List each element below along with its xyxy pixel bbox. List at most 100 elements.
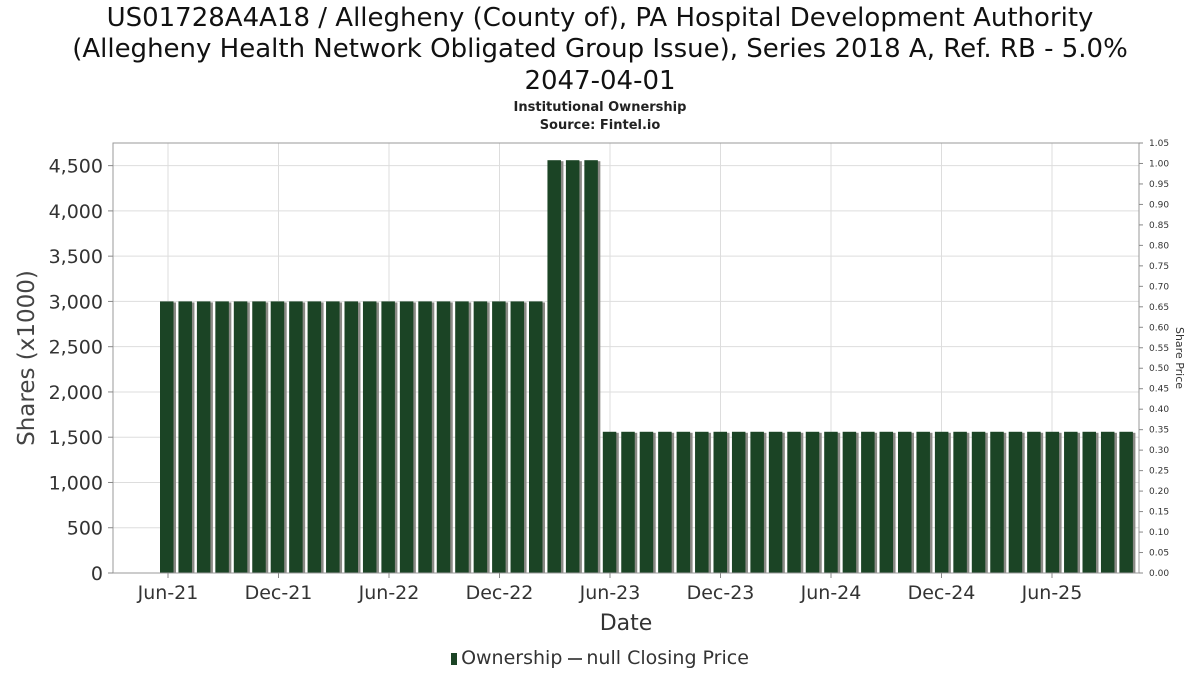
ownership-bar xyxy=(658,431,672,573)
chart-subtitle: Institutional Ownership xyxy=(513,100,687,115)
ownership-bar xyxy=(1100,431,1115,573)
chart-title-line-1: US01728A4A18 / Allegheny (County of), PA… xyxy=(106,3,1094,33)
ownership-bar xyxy=(953,431,967,573)
ownership-bar xyxy=(787,431,801,573)
ownership-bar xyxy=(1119,431,1133,573)
y2-tick-label: 0.30 xyxy=(1149,446,1169,456)
ownership-bar xyxy=(399,301,414,573)
ownership-bar xyxy=(934,431,949,573)
ownership-bar xyxy=(916,431,930,573)
y2-tick-label: 0.50 xyxy=(1149,364,1169,374)
y2-tick-label: 0.25 xyxy=(1149,467,1169,477)
ownership-bar xyxy=(436,301,451,573)
ownership-bar xyxy=(713,431,727,573)
y2-tick-label: 0.20 xyxy=(1149,487,1169,497)
y2-tick-label: 0.85 xyxy=(1149,221,1169,231)
x-tick-label: Dec-23 xyxy=(687,582,755,604)
y2-tick-label: 0.00 xyxy=(1149,569,1169,579)
y2-tick-label: 0.80 xyxy=(1149,241,1169,251)
ownership-bar xyxy=(160,301,174,573)
ownership-bar xyxy=(326,301,340,573)
ownership-bar xyxy=(565,160,580,573)
y-axis-label: Shares (x1000) xyxy=(14,270,40,446)
x-axis-label: Date xyxy=(600,611,653,636)
y2-tick-label: 0.95 xyxy=(1149,180,1169,190)
ownership-bar xyxy=(455,301,469,573)
ownership-chart: 0 500 1,000 1,500 2,000 2,500 3,000 3,500 4,000 4… xyxy=(14,139,1186,636)
y2-tick-label: 1.05 xyxy=(1149,139,1169,149)
ownership-bar xyxy=(252,301,266,573)
y2-tick-label: 1.00 xyxy=(1149,159,1169,169)
price-legend-line xyxy=(568,657,583,660)
legend-ownership-label: Ownership xyxy=(461,647,563,669)
y-tick-label: 4,500 xyxy=(49,156,103,178)
ownership-bar xyxy=(418,301,432,573)
y2-tick-label: 0.55 xyxy=(1149,344,1169,354)
y-tick-label: 2,000 xyxy=(49,382,103,404)
ownership-bar xyxy=(1064,431,1078,573)
ownership-bar xyxy=(990,431,1004,573)
ownership-bar xyxy=(898,431,912,573)
bar-layer xyxy=(160,160,1136,573)
y-tick-label: 4,000 xyxy=(49,201,103,223)
y-tick-label: 3,000 xyxy=(49,291,103,313)
y2-tick-label: 0.75 xyxy=(1149,262,1169,272)
ownership-bar xyxy=(1008,431,1023,573)
ownership-bar xyxy=(270,301,285,573)
ownership-bar xyxy=(510,301,525,573)
legend-price-label: null Closing Price xyxy=(586,647,749,669)
y2-tick-label: 0.40 xyxy=(1149,405,1169,415)
axis-layer: 0 500 1,000 1,500 2,000 2,500 3,000 3,500 4,000 4… xyxy=(49,139,1170,604)
y-tick-label: 3,500 xyxy=(49,246,103,268)
y2-tick-label: 0.45 xyxy=(1149,385,1169,395)
ownership-bar xyxy=(639,431,654,573)
y-tick-label: 2,500 xyxy=(49,337,103,359)
x-tick-label: Dec-21 xyxy=(245,582,313,604)
y2-tick-label: 0.05 xyxy=(1149,549,1169,559)
y2-tick-label: 0.10 xyxy=(1149,528,1169,538)
ownership-bar xyxy=(842,431,857,573)
ownership-bar xyxy=(362,301,377,573)
chart-title-line-3: 2047-04-01 xyxy=(524,66,676,96)
x-tick-label: Dec-22 xyxy=(466,582,534,604)
y2-tick-label: 0.90 xyxy=(1149,200,1169,210)
ownership-bar xyxy=(676,431,691,573)
ownership-bar xyxy=(861,431,875,573)
y2-tick-label: 0.60 xyxy=(1149,323,1169,333)
ownership-bar xyxy=(289,301,303,573)
ownership-bar xyxy=(473,301,488,573)
ownership-bar xyxy=(196,301,211,573)
ownership-bar xyxy=(492,301,506,573)
y2-tick-label: 0.70 xyxy=(1149,282,1169,292)
x-tick-label: Dec-24 xyxy=(908,582,976,604)
y2-axis-label: Share Price xyxy=(1173,327,1186,389)
ownership-bar xyxy=(971,431,986,573)
ownership-bar xyxy=(344,301,358,573)
ownership-bar xyxy=(547,160,561,573)
chart-title-line-2: (Allegheny Health Network Obligated Grou… xyxy=(72,34,1128,64)
ownership-bar xyxy=(768,431,783,573)
ownership-bar xyxy=(529,301,543,573)
x-tick-label: Jun-24 xyxy=(800,582,862,604)
ownership-bar xyxy=(584,160,598,573)
ownership-bar xyxy=(1027,431,1041,573)
x-tick-label: Jun-21 xyxy=(137,582,199,604)
chart-source: Source: Fintel.io xyxy=(539,118,661,133)
ownership-bar xyxy=(695,431,709,573)
ownership-bar xyxy=(1082,431,1096,573)
x-tick-label: Jun-23 xyxy=(579,582,641,604)
ownership-bar xyxy=(215,301,229,573)
ownership-bar xyxy=(805,431,820,573)
x-tick-label: Jun-22 xyxy=(358,582,420,604)
ownership-bar xyxy=(824,431,838,573)
ownership-bar xyxy=(879,431,894,573)
y-tick-label: 500 xyxy=(67,518,103,540)
ownership-bar xyxy=(731,431,746,573)
y2-tick-label: 0.65 xyxy=(1149,303,1169,313)
y-tick-label: 0 xyxy=(91,563,103,585)
ownership-bar xyxy=(233,301,248,573)
y-tick-label: 1,000 xyxy=(49,472,103,494)
ownership-bar xyxy=(1045,431,1060,573)
ownership-bar xyxy=(750,431,764,573)
ownership-bar xyxy=(621,431,635,573)
